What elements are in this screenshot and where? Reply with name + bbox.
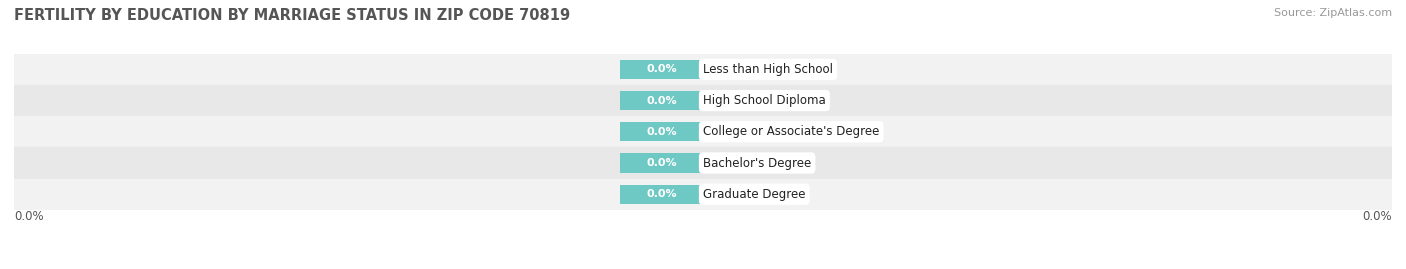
- Text: 0.0%: 0.0%: [647, 64, 676, 75]
- Text: 0.0%: 0.0%: [647, 189, 676, 199]
- Text: Source: ZipAtlas.com: Source: ZipAtlas.com: [1274, 8, 1392, 18]
- Bar: [620, 122, 703, 141]
- Bar: [620, 60, 703, 79]
- Text: 0.0%: 0.0%: [730, 127, 759, 137]
- Bar: [703, 185, 786, 204]
- Text: College or Associate's Degree: College or Associate's Degree: [703, 125, 879, 138]
- Bar: [14, 179, 1392, 210]
- Legend: Married, Unmarried: Married, Unmarried: [609, 265, 797, 269]
- Bar: [703, 91, 786, 110]
- Text: 0.0%: 0.0%: [1362, 210, 1392, 223]
- Text: Bachelor's Degree: Bachelor's Degree: [703, 157, 811, 169]
- Text: Less than High School: Less than High School: [703, 63, 832, 76]
- Bar: [620, 91, 703, 110]
- Text: 0.0%: 0.0%: [14, 210, 44, 223]
- Text: 0.0%: 0.0%: [647, 127, 676, 137]
- Text: 0.0%: 0.0%: [730, 64, 759, 75]
- Bar: [620, 153, 703, 173]
- Bar: [703, 122, 786, 141]
- Bar: [703, 60, 786, 79]
- Text: 0.0%: 0.0%: [730, 95, 759, 106]
- Text: FERTILITY BY EDUCATION BY MARRIAGE STATUS IN ZIP CODE 70819: FERTILITY BY EDUCATION BY MARRIAGE STATU…: [14, 8, 571, 23]
- Bar: [703, 153, 786, 173]
- Bar: [14, 54, 1392, 85]
- Text: 0.0%: 0.0%: [730, 189, 759, 199]
- Text: 0.0%: 0.0%: [647, 95, 676, 106]
- Text: High School Diploma: High School Diploma: [703, 94, 825, 107]
- Bar: [14, 147, 1392, 179]
- Text: 0.0%: 0.0%: [647, 158, 676, 168]
- Bar: [14, 85, 1392, 116]
- Text: Graduate Degree: Graduate Degree: [703, 188, 806, 201]
- Bar: [620, 185, 703, 204]
- Text: 0.0%: 0.0%: [730, 158, 759, 168]
- Bar: [14, 116, 1392, 147]
